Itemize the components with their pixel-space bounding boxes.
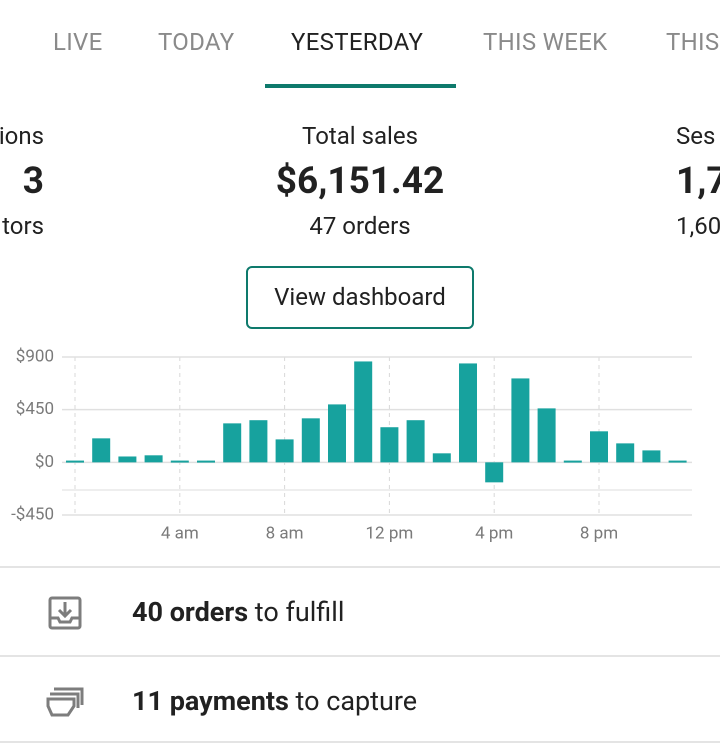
- y-tick-label: -$450: [11, 504, 54, 524]
- bar: [328, 404, 346, 463]
- y-tick-label: $900: [16, 346, 54, 366]
- metric-value: 3: [22, 160, 44, 203]
- metric-sub: 1,60: [676, 212, 720, 240]
- metric-sub: 47 orders: [309, 212, 411, 240]
- bar: [668, 460, 687, 463]
- bar: [616, 443, 635, 463]
- metric-title: Total sales: [302, 122, 418, 150]
- bar: [537, 408, 556, 463]
- bar: [511, 378, 530, 463]
- tab[interactable]: LIVE: [53, 28, 103, 56]
- y-tick-label: $0: [35, 452, 54, 472]
- bar: [406, 420, 425, 463]
- payment-icon: [46, 687, 84, 717]
- bar: [354, 361, 373, 463]
- tab[interactable]: THIS: [666, 28, 720, 56]
- metric-value: 1,7: [676, 160, 720, 203]
- x-tick-label: 4 am: [161, 523, 199, 543]
- metric-sub: tors: [2, 212, 44, 240]
- bar: [223, 423, 242, 463]
- task-text: to capture: [288, 685, 418, 717]
- bar: [66, 460, 84, 463]
- fulfill-icon: [48, 596, 82, 630]
- x-tick-label: 12 pm: [366, 523, 414, 543]
- x-tick-label: 8 pm: [580, 523, 618, 543]
- bar: [563, 460, 582, 463]
- bar: [590, 431, 608, 463]
- bar: [197, 460, 215, 463]
- bar: [275, 439, 294, 463]
- task-row[interactable]: 40 orders to fulfill: [132, 596, 344, 628]
- bar: [380, 427, 399, 463]
- x-tick-label: 8 am: [266, 523, 304, 543]
- bar: [170, 460, 189, 463]
- separator: [0, 655, 720, 657]
- separator: [0, 741, 720, 743]
- bar: [432, 453, 451, 463]
- x-tick-label: 4 pm: [475, 523, 513, 543]
- bar: [642, 450, 661, 463]
- bar: [144, 455, 163, 463]
- metric-title: ions: [0, 122, 44, 150]
- separator: [0, 566, 720, 568]
- bar: [459, 363, 477, 463]
- metric-value: $6,151.42: [275, 160, 445, 203]
- tab[interactable]: TODAY: [158, 28, 235, 56]
- tab[interactable]: THIS WEEK: [483, 28, 608, 56]
- bar: [485, 462, 504, 483]
- task-row[interactable]: 11 payments to capture: [132, 685, 417, 717]
- bar: [249, 420, 268, 463]
- task-text: to fulfill: [248, 596, 345, 628]
- bar: [118, 456, 137, 463]
- chart: -$450 $0 $450 $900 4 am 8 am 12 pm 4 pm 8 pm: [11, 346, 692, 543]
- bar: [92, 438, 111, 463]
- tab[interactable]: YESTERDAY: [291, 28, 424, 56]
- task-bold: 11 payments: [132, 685, 289, 717]
- metric-title: Ses: [676, 122, 716, 150]
- bar: [301, 418, 320, 463]
- view-dashboard-button[interactable]: View dashboard: [246, 266, 474, 329]
- tab-indicator: [265, 84, 456, 88]
- y-tick-label: $450: [16, 399, 54, 419]
- task-bold: 40 orders: [132, 596, 249, 628]
